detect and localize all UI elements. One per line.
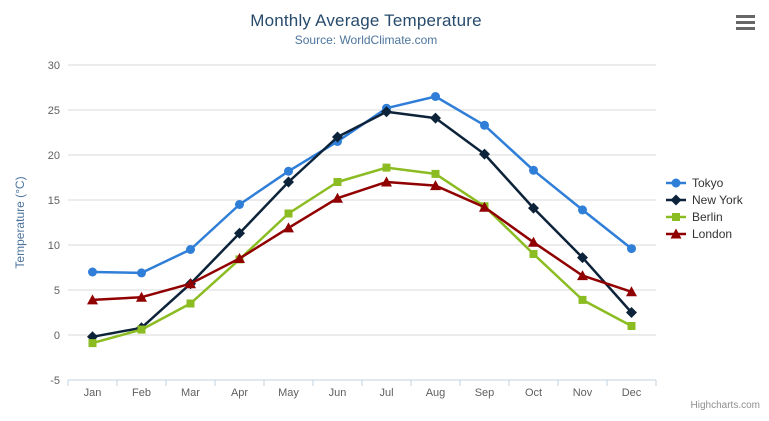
x-axis-label: Oct [525,387,542,399]
point-berlin-mar[interactable] [186,299,195,308]
legend-item-london[interactable]: London [666,227,732,241]
point-new-york-oct[interactable] [528,202,539,214]
point-new-york-jun[interactable] [332,131,343,143]
point-berlin-jun[interactable] [333,178,342,186]
point-new-york-nov[interactable] [577,252,588,264]
y-axis-label: 10 [48,240,60,252]
point-tokyo-nov[interactable] [578,205,587,215]
legend-marker-triangle-icon[interactable] [670,228,682,239]
legend-item-berlin[interactable]: Berlin [666,210,723,224]
point-london-sep[interactable] [479,201,490,212]
point-london-jun[interactable] [332,192,343,203]
point-london-apr[interactable] [234,253,245,263]
point-berlin-feb[interactable] [137,325,146,334]
legend-label: London [692,227,732,241]
x-axis-label: Jan [84,387,102,399]
point-tokyo-jan[interactable] [88,267,97,277]
point-new-york-dec[interactable] [626,307,637,318]
point-london-jan[interactable] [87,294,98,305]
point-new-york-apr[interactable] [234,227,245,239]
series-new-york [87,106,637,343]
point-berlin-nov[interactable] [578,295,587,304]
legend-label: Berlin [692,210,723,224]
point-berlin-may[interactable] [284,209,293,218]
point-new-york-jul[interactable] [381,106,392,118]
hamburger-icon [736,27,755,30]
point-tokyo-feb[interactable] [137,268,146,278]
point-new-york-aug[interactable] [430,112,441,124]
chart-subtitle: Source: WorldClimate.com [294,33,438,47]
point-new-york-may[interactable] [283,176,294,188]
legend: Tokyo New York Berlin London [666,176,744,241]
x-axis-label: May [278,387,299,399]
x-axis-label: Nov [573,387,593,399]
point-london-oct[interactable] [528,236,539,247]
y-axis-label: 30 [48,60,60,72]
point-berlin-jul[interactable] [382,163,391,172]
x-axis-label: Jun [329,387,347,399]
series-london [87,176,637,305]
x-axis-label: Apr [231,387,248,399]
point-tokyo-dec[interactable] [627,244,636,254]
legend-label: Tokyo [692,176,724,190]
point-berlin-dec[interactable] [627,322,636,330]
point-tokyo-may[interactable] [284,166,293,176]
point-berlin-oct[interactable] [529,250,538,258]
y-axis-label: 15 [48,195,60,207]
x-axis-label: Feb [132,387,151,399]
y-axis-title: Temperature (°C) [13,176,27,268]
point-berlin-aug[interactable] [431,169,440,178]
series-line-tokyo [91,95,633,275]
series-line-london [91,180,633,302]
point-tokyo-apr[interactable] [235,200,244,209]
x-axis-label: Sep [475,387,495,399]
x-axis-label: Jul [379,387,393,399]
y-axis-label: 0 [54,330,60,342]
point-london-dec[interactable] [626,286,637,297]
series-line-new-york [91,110,633,339]
legend-marker-circle-icon[interactable] [671,178,681,188]
x-axis-label: Dec [622,387,642,399]
export-menu-button[interactable] [736,15,755,30]
legend-marker-diamond-icon[interactable] [670,194,682,206]
point-london-nov[interactable] [577,270,588,281]
point-tokyo-sep[interactable] [480,120,489,130]
point-london-feb[interactable] [136,291,147,302]
legend-item-new-york[interactable]: New York [666,193,744,207]
y-axis-label: -5 [50,375,60,387]
hamburger-icon [736,15,755,18]
point-london-jul[interactable] [381,176,392,187]
hamburger-icon [736,21,755,24]
x-axis-label: Aug [426,387,446,399]
point-tokyo-mar[interactable] [186,245,195,254]
legend-item-tokyo[interactable]: Tokyo [666,176,724,190]
chart-title: Monthly Average Temperature [250,11,482,30]
series-line-berlin [91,166,633,345]
legend-marker-square-icon[interactable] [672,213,680,221]
x-axis-label: Mar [181,387,200,399]
point-tokyo-oct[interactable] [529,165,538,175]
point-tokyo-aug[interactable] [431,92,440,101]
series-tokyo [88,92,636,278]
y-axis-label: 20 [48,150,60,162]
legend-label: New York [692,193,744,207]
point-london-mar[interactable] [185,278,196,289]
y-axis-label: 25 [48,105,60,117]
point-london-aug[interactable] [430,180,441,191]
point-london-may[interactable] [283,222,294,233]
point-berlin-jan[interactable] [88,339,97,348]
highcharts-credit-link[interactable]: Highcharts.com [690,400,760,411]
point-new-york-sep[interactable] [479,148,490,160]
y-axis-label: 5 [54,285,60,297]
